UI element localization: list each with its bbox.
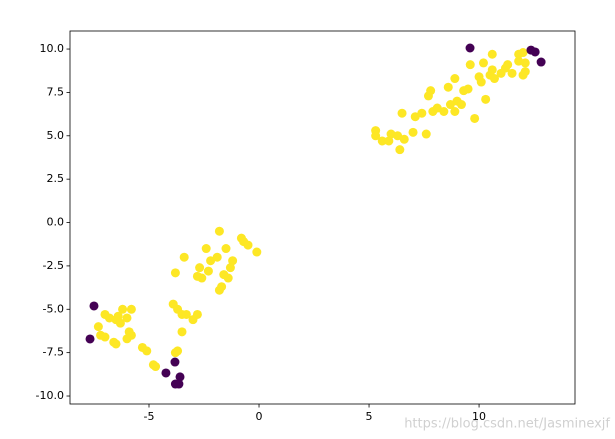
point: [96, 330, 106, 340]
point: [115, 318, 125, 328]
point: [371, 131, 381, 141]
point: [223, 273, 233, 283]
y-tick-label: 10.0: [40, 42, 65, 55]
point: [228, 256, 238, 266]
point: [181, 309, 191, 319]
x-tick-label: -5: [144, 410, 155, 423]
point: [426, 86, 436, 96]
point: [421, 129, 431, 139]
point: [89, 301, 99, 311]
point: [465, 43, 475, 53]
point: [393, 131, 403, 141]
point: [170, 379, 180, 389]
y-tick-label: -7.5: [43, 346, 64, 359]
watermark: https://blog.csdn.net/Jasminexjf: [404, 417, 610, 432]
point: [456, 100, 466, 110]
point: [126, 304, 136, 314]
point: [109, 337, 119, 347]
x-tick-label: 10: [472, 410, 486, 423]
point: [489, 74, 499, 84]
point: [93, 322, 103, 332]
point: [170, 268, 180, 278]
point: [118, 304, 128, 314]
y-tick-label: -10.0: [36, 389, 64, 402]
plot-frame: [69, 30, 576, 405]
point: [175, 372, 185, 382]
y-tick-label: 5.0: [47, 129, 65, 142]
point: [470, 113, 480, 123]
point: [201, 244, 211, 254]
point: [252, 247, 262, 257]
y-tick-label: 0.0: [47, 216, 65, 229]
point: [161, 368, 171, 378]
point: [179, 252, 189, 262]
point: [520, 58, 530, 68]
point: [507, 68, 517, 78]
point: [481, 94, 491, 104]
y-tick-label: 7.5: [47, 85, 65, 98]
point: [530, 47, 540, 57]
point: [113, 311, 123, 321]
point: [395, 145, 405, 155]
point: [170, 357, 180, 367]
point: [126, 330, 136, 340]
point: [476, 77, 486, 87]
point: [122, 313, 132, 323]
point: [399, 134, 409, 144]
x-tick-label: 5: [366, 410, 373, 423]
point: [487, 49, 497, 59]
point: [445, 100, 455, 110]
point: [221, 244, 231, 254]
point: [206, 256, 216, 266]
point: [192, 271, 202, 281]
point: [417, 108, 427, 118]
y-tick-label: 2.5: [47, 172, 65, 185]
point: [173, 346, 183, 356]
point: [212, 252, 222, 262]
point: [203, 266, 213, 276]
point: [518, 48, 528, 58]
point: [384, 136, 394, 146]
point: [520, 67, 530, 77]
point: [408, 127, 418, 137]
x-tick-label: 0: [256, 410, 263, 423]
point: [503, 60, 513, 70]
point: [439, 106, 449, 116]
point: [377, 136, 387, 146]
point: [214, 226, 224, 236]
point: [487, 65, 497, 75]
point: [192, 309, 202, 319]
point: [478, 58, 488, 68]
point: [142, 346, 152, 356]
point: [450, 106, 460, 116]
point: [195, 263, 205, 273]
point: [243, 240, 253, 250]
point: [397, 108, 407, 118]
point: [443, 82, 453, 92]
point: [465, 60, 475, 70]
point: [85, 334, 95, 344]
point: [536, 57, 546, 67]
point: [432, 103, 442, 113]
point: [151, 362, 161, 372]
point: [177, 327, 187, 337]
point: [450, 74, 460, 84]
point: [463, 84, 473, 94]
point: [410, 112, 420, 122]
y-tick-label: -5.0: [43, 302, 64, 315]
point: [225, 263, 235, 273]
point: [214, 285, 224, 295]
y-tick-label: -2.5: [43, 259, 64, 272]
